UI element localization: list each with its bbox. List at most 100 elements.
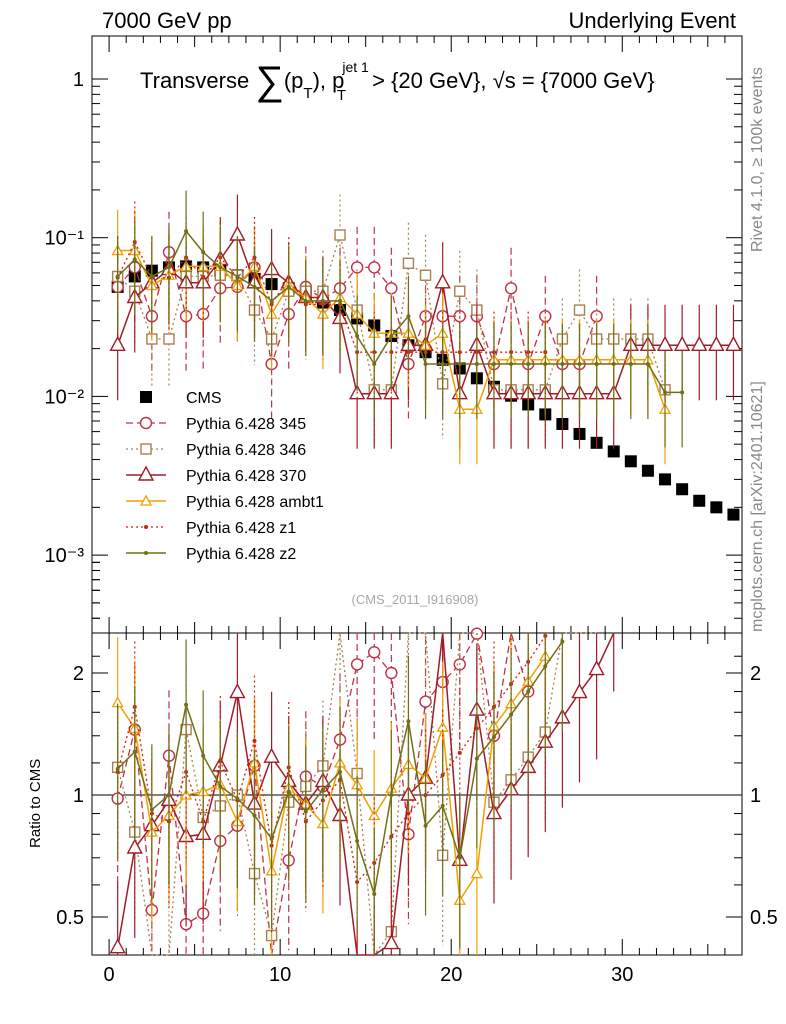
ratio-y-tick-label: 1 [73,785,84,807]
main-data-point [607,445,620,458]
main-data-point [693,494,706,507]
main-data-point [457,362,462,367]
rivet-label: Rivet 4.1.0, ≥ 100k events [749,67,766,252]
main-data-point [201,250,206,255]
main-series-line [117,240,546,353]
ratio-data-point [149,807,154,812]
main-data-point [269,298,274,303]
x-tick-label: 0 [104,964,115,986]
x-ticks: 0 10 20 30 [104,36,726,986]
main-data-point [710,501,723,514]
header-left: 7000 GeV pp [102,8,232,33]
main-y-ticks: 1 10⁻¹ 10⁻² 10⁻³ [45,69,742,619]
main-data-point [641,464,654,477]
ratio-data-point [218,784,223,789]
main-data-point [355,334,360,339]
main-data-point [109,335,126,351]
main-data-point [624,455,637,468]
main-data-point [166,265,171,270]
main-data-point [320,298,325,303]
legend: CMS Pythia 6.428 345 Pythia 6.428 346 Pythi… [122,386,324,564]
ratio-data-point [368,646,381,659]
main-y-tick-label: 10⁻¹ [45,228,85,250]
main-data-point [656,335,674,351]
main-data-point [115,274,120,279]
main-data-point [334,229,346,241]
main-data-point [628,362,633,367]
ratio-data-point [252,813,257,818]
ratio-data-point [588,660,605,676]
legend-item-6: Pythia 6.428 z2 [122,542,296,564]
ratio-data-point [440,803,445,808]
mcplots-label: mcplots.cern.ch [arXiv:2401.10621] [749,381,766,632]
legend-label: Pythia 6.428 ambt1 [186,494,324,511]
ratio-data-point [457,750,462,755]
title-sub-t1: T [303,85,312,102]
main-data-point [727,508,740,521]
ratio-data-point [235,796,240,801]
legend-item-5: Pythia 6.428 z1 [122,516,296,538]
ratio-data-point [355,839,360,844]
x-tick-label: 10 [269,964,291,986]
main-series [109,190,742,521]
main-series-line [117,229,683,394]
legend-item-2: Pythia 6.428 346 [122,438,306,460]
main-data-point [454,285,466,297]
main-data-point [573,304,586,316]
x-tick-label: 30 [611,964,633,986]
ratio-data-point [571,683,588,699]
main-data-point [504,282,518,295]
legend-label: Pythia 6.428 370 [186,468,306,485]
ratio-data-point [509,712,514,717]
ratio-data-point [457,855,462,860]
ratio-data-point [320,787,325,792]
ratio-data-point [385,666,398,680]
ratio-y-ticks: 2 2 1 1 0.5 0.5 [56,655,778,929]
title-part4: = {7000 GeV} [516,68,655,93]
title-sub-t2: T [337,87,346,104]
ratio-data-point [126,838,143,854]
legend-item-3: Pythia 6.428 370 [122,464,306,486]
ratio-data-point [474,756,479,761]
title-part2: ), p [313,68,345,93]
title-sqrt: √s [493,68,516,93]
main-data-point [708,335,725,351]
title-part1: (p [284,68,304,93]
ratio-data-point [491,735,496,740]
main-data-point [691,335,708,351]
ratio-data-point [350,658,364,671]
main-data-point [252,284,257,289]
legend-label: Pythia 6.428 z1 [186,520,296,537]
main-data-point [385,282,398,295]
main-data-point [611,362,616,367]
legend-marker [140,391,152,403]
ratio-data-point [470,867,483,879]
main-data-point [509,362,514,367]
title-sum: ∑ [255,59,284,103]
ratio-y-tick-label: 0.5 [56,907,84,929]
header-right: Underlying Event [568,8,736,33]
main-data-point [132,257,137,262]
ratio-data-point [368,809,381,821]
ratio-data-point [338,769,343,774]
ratio-data-point [526,689,531,694]
ratio-data-point [109,938,126,954]
main-data-point [303,298,308,303]
main-data-point [659,473,672,486]
main-data-point [680,390,685,395]
main-y-tick-label: 10⁻³ [45,545,85,567]
ratio-data-point [419,695,432,708]
main-data-point [663,390,668,395]
ratio-y-tick-label-right: 1 [750,785,761,807]
ratio-series-5 [115,633,565,955]
main-data-point [491,362,496,367]
title-main: Transverse [140,68,255,93]
ratio-y-tick-label-right: 2 [750,663,761,685]
legend-item-1: Pythia 6.428 345 [122,412,306,434]
main-data-point [163,333,175,345]
main-data-point [474,362,479,367]
legend-label: Pythia 6.428 345 [186,416,306,433]
legend-marker [140,443,152,455]
